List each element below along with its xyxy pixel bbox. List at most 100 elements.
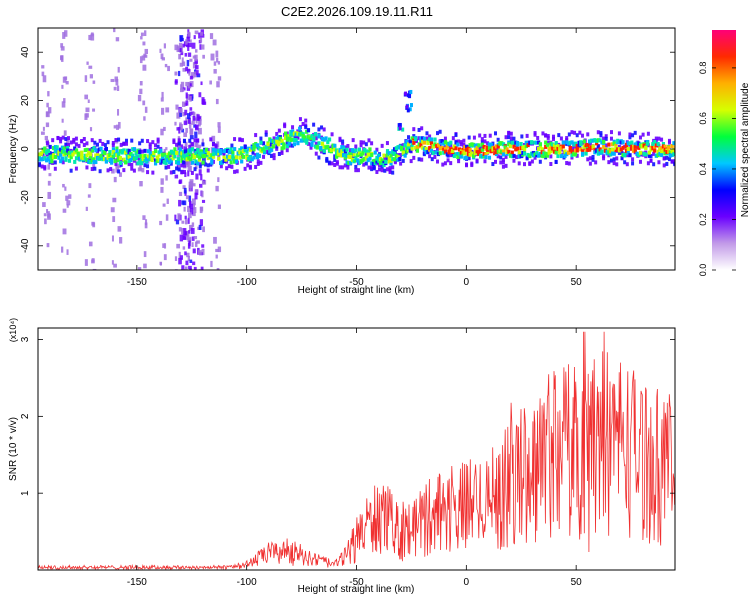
spectrogram-cell	[187, 150, 191, 155]
spectrogram-cell	[172, 140, 176, 145]
spectrogram-cell	[607, 150, 611, 155]
spectrogram-cell	[117, 163, 122, 168]
spectrogram-cell	[181, 265, 185, 270]
spectrogram-cell	[649, 154, 653, 159]
spectrogram-cell	[525, 156, 529, 161]
spectrogram-cell	[198, 224, 202, 230]
spectrogram-cell	[454, 146, 458, 151]
spectrogram-cell	[556, 144, 560, 149]
spectrogram-cell	[180, 84, 183, 90]
spectrogram-cell	[396, 157, 400, 162]
spectrogram-cell	[138, 153, 142, 158]
spectrogram-cell	[194, 189, 198, 194]
spectrogram-cell	[64, 144, 68, 149]
spectrogram-cell	[48, 173, 52, 177]
spectrogram-cell	[266, 142, 270, 147]
spectrogram-cell	[230, 143, 234, 148]
spectrogram-cell	[275, 144, 279, 149]
spectrogram-cell	[544, 144, 548, 149]
spectrogram-cell	[139, 158, 144, 163]
spectrogram-cell	[181, 101, 186, 107]
spectrogram-cell	[46, 243, 50, 248]
spectrogram-cell	[646, 141, 650, 146]
spectrogram-cell	[320, 125, 324, 130]
spectrogram-cell	[414, 137, 418, 142]
spectrogram-cell	[435, 144, 439, 149]
spectrogram-cell	[588, 141, 592, 146]
spectrogram-cell	[486, 149, 490, 154]
spectrogram-cell	[419, 142, 423, 147]
spectrogram-cell	[41, 65, 45, 69]
spectrogram-cell	[92, 157, 96, 162]
snr-ylabel: SNR (10 * v/v)	[8, 417, 19, 481]
spectrogram-cell	[199, 119, 202, 125]
spectrogram-cell	[40, 164, 44, 169]
spectrogram-cell	[66, 136, 70, 141]
spectrogram-cell	[262, 154, 266, 159]
spectrogram-cell	[116, 85, 120, 91]
spectrogram-cell	[356, 158, 360, 163]
spectrogram-cell	[197, 250, 202, 255]
spectrogram-cell	[201, 199, 206, 203]
spectrogram-cell	[187, 117, 191, 124]
spectrogram-cell	[139, 181, 143, 187]
spectrogram-cell	[117, 109, 120, 116]
spectrogram-cell	[446, 158, 450, 163]
spectrogram-cell	[189, 135, 194, 140]
spectrogram-cell	[361, 151, 365, 156]
spectrogram-cell	[209, 162, 213, 167]
spectrogram-cell	[169, 152, 173, 157]
spectrogram-cell	[586, 147, 590, 152]
spectrogram-cell	[182, 61, 186, 67]
spectrogram-cell	[264, 132, 268, 137]
spectrogram-cell	[570, 146, 574, 151]
spectrogram-cell	[130, 138, 134, 143]
spectrogram-cell	[95, 155, 100, 160]
spectrogram-cell	[255, 143, 260, 148]
spectrogram-cell	[38, 152, 42, 157]
spectrogram-cell	[579, 140, 583, 145]
spectrogram-cell	[547, 146, 551, 151]
spectrogram-cell	[486, 147, 490, 152]
spectrogram-cell	[623, 144, 627, 149]
spectrogram-cell	[422, 140, 427, 145]
spectrogram-cell	[584, 151, 588, 156]
spectrogram-cell	[628, 141, 632, 146]
spectrogram-cell	[169, 149, 173, 154]
spectrogram-cell	[526, 140, 530, 145]
spectrogram-cell	[558, 146, 562, 151]
spectrogram-cell	[349, 154, 353, 159]
spectrogram-cell	[561, 140, 565, 145]
spectrogram-cell	[209, 137, 213, 142]
spectrogram-cell	[60, 43, 64, 48]
spectrogram-cell	[604, 134, 608, 139]
spectrogram-cell	[113, 176, 117, 183]
spectrogram-cell	[65, 195, 69, 201]
spectrogram-cell	[354, 148, 358, 153]
spectrogram-cell	[366, 158, 370, 163]
spectrogram-cell	[631, 133, 635, 138]
spectrogram-cell	[389, 158, 393, 163]
spectrogram-cell	[343, 153, 347, 158]
spectrogram-cell	[647, 153, 651, 158]
spectrogram-cell	[165, 175, 168, 181]
spectrogram-cell	[566, 141, 571, 146]
spectrogram-cell	[380, 168, 384, 173]
spectrogram-cell	[637, 145, 641, 150]
spectrogram-cell	[64, 186, 67, 191]
spectrogram-cell	[188, 195, 192, 202]
spectrogram-cell	[231, 153, 235, 158]
spectrogram-cell	[157, 150, 161, 155]
spectrogram-cell	[84, 75, 88, 82]
spectrogram-cell	[200, 34, 205, 38]
spectrogram-cell	[312, 132, 316, 137]
spectrogram-cell	[433, 137, 437, 142]
spectrogram-cell	[257, 146, 261, 151]
spectrogram-cell	[512, 141, 516, 146]
spectrogram-cell	[508, 144, 513, 149]
spectrogram-cell	[617, 131, 621, 136]
spectrogram-cell	[670, 143, 674, 148]
spectrogram-cell	[215, 151, 219, 156]
spectrogram-cell	[192, 112, 196, 118]
